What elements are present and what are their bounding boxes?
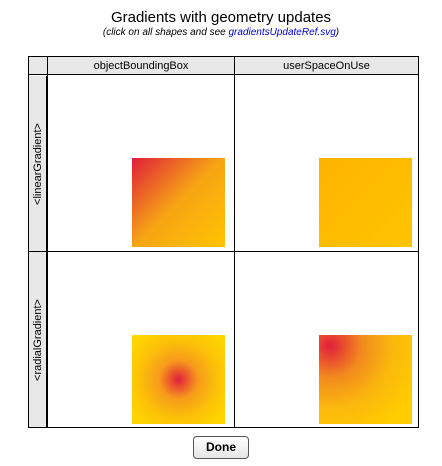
linear-gradient-object-bounding-box-shape[interactable]: [132, 158, 225, 247]
radial-gradient-user-space-shape[interactable]: [319, 335, 412, 424]
page-subtitle: (click on all shapes and see gradientsUp…: [0, 27, 442, 39]
grid-divider: [47, 57, 48, 427]
column-header-user-space-on-use: userSpaceOnUse: [235, 57, 418, 75]
done-button[interactable]: Done: [193, 436, 249, 459]
table-corner-cell: [29, 57, 47, 75]
grid-divider: [29, 251, 418, 252]
page-title: Gradients with geometry updates: [110, 9, 332, 26]
row-header-linear-gradient: <linearGradient>: [29, 76, 47, 251]
reference-link[interactable]: gradientsUpdateRef.svg: [228, 27, 336, 38]
row-header-radial-gradient: <radialGradient>: [29, 252, 47, 427]
row-header-radial-gradient-label: <radialGradient>: [31, 298, 44, 381]
linear-gradient-user-space-shape[interactable]: [319, 158, 412, 247]
gradient-table: [28, 56, 419, 428]
subtitle-suffix: ): [335, 27, 340, 38]
subtitle-prefix: (click on all shapes and see: [102, 27, 229, 38]
grid-divider: [234, 57, 235, 427]
radial-gradient-object-bounding-box-shape[interactable]: [132, 335, 225, 424]
row-header-linear-gradient-label: <linearGradient>: [31, 122, 44, 205]
column-header-object-bounding-box: objectBoundingBox: [48, 57, 234, 75]
